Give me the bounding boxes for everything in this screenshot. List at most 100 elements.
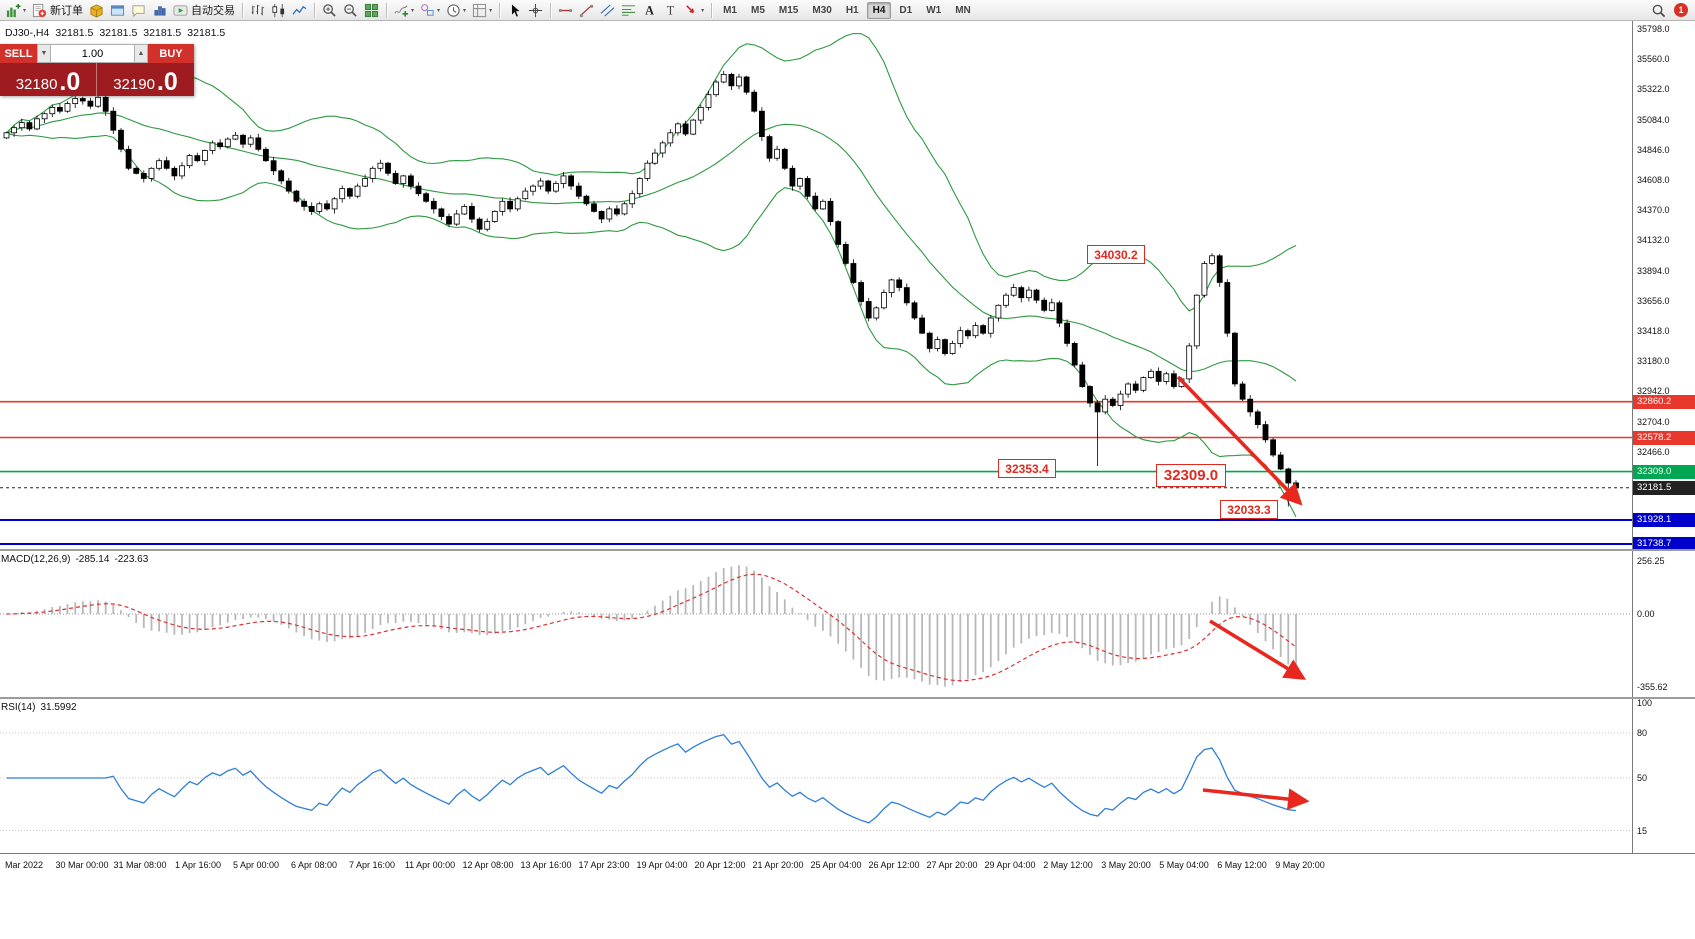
profiles-icon[interactable] — [108, 1, 127, 19]
rsi-axis-label: 100 — [1637, 698, 1653, 708]
chart-ohlc-info: DJ30-,H4 32181.5 32181.5 32181.5 32181.5 — [5, 27, 225, 39]
macd-panel-separator[interactable] — [0, 549, 1695, 551]
time-axis-label: 12 Apr 08:00 — [462, 860, 514, 870]
price-axis-label: 34132.0 — [1637, 235, 1670, 246]
timeframe-m30[interactable]: M30 — [812, 4, 832, 16]
price-level-badge: 32578.2 — [1633, 430, 1695, 445]
macd-histogram — [13, 565, 1297, 687]
templates-icon[interactable]: ▾ — [470, 1, 494, 19]
timeframe-m5[interactable]: M5 — [751, 4, 765, 16]
price-axis[interactable]: 35798.0 35560.0 35322.0 35084.0 34846.0 34608… — [1632, 21, 1695, 853]
notification-badge[interactable]: 1 — [1674, 3, 1688, 17]
zoom-in-icon[interactable] — [320, 1, 339, 19]
timeframe-h1[interactable]: H1 — [845, 4, 859, 16]
tile-windows-icon[interactable] — [362, 1, 381, 19]
chart-plus-icon[interactable]: ▾ — [4, 1, 28, 19]
toolbar-separator — [386, 2, 388, 18]
bollinger-lower-band — [6, 132, 1297, 517]
price-annotation[interactable]: 32353.4 — [998, 459, 1056, 478]
price-annotation[interactable]: 34030.2 — [1087, 245, 1145, 264]
trend-arrow-main[interactable] — [1176, 375, 1303, 506]
market-watch-icon[interactable] — [150, 1, 169, 19]
price-axis-label: 34370.0 — [1637, 205, 1670, 216]
price-axis-label: 33894.0 — [1637, 265, 1670, 276]
time-axis[interactable]: Mar 2022 30 Mar 00:00 31 Mar 08:00 1 Apr 16… — [0, 853, 1695, 878]
time-axis-label: 5 Apr 00:00 — [232, 860, 280, 870]
time-axis-label: 5 May 04:00 — [1159, 860, 1209, 870]
timeframe-d1[interactable]: D1 — [899, 4, 913, 16]
periods-icon[interactable]: ▾ — [444, 1, 468, 19]
price-axis-label: 32704.0 — [1637, 416, 1670, 427]
rsi-line — [6, 733, 1297, 824]
search-icon[interactable] — [1649, 1, 1668, 19]
macd-axis-label: -355.62 — [1637, 682, 1668, 693]
bar-chart-icon[interactable] — [248, 1, 267, 19]
price-level-badge: 32860.2 — [1633, 394, 1695, 409]
rsi-panel[interactable] — [0, 732, 1632, 831]
price-level-badge: 31738.7 — [1633, 537, 1695, 551]
sell-price[interactable]: 32180.0 — [0, 63, 97, 96]
text-icon[interactable]: A — [640, 1, 659, 19]
time-axis-label: 2 May 12:00 — [1043, 860, 1093, 870]
time-axis-label: 6 Apr 08:00 — [290, 860, 338, 870]
line-chart-icon[interactable] — [290, 1, 309, 19]
time-axis-label: 26 Apr 12:00 — [868, 860, 920, 870]
timeframe-mn[interactable]: MN — [955, 4, 971, 16]
cursor-icon[interactable] — [505, 1, 524, 19]
trend-line-icon[interactable] — [577, 1, 596, 19]
volume-increase-button[interactable]: ▲ — [134, 44, 148, 63]
time-axis-label: 19 Apr 04:00 — [636, 860, 688, 870]
autotrade-icon[interactable]: 自动交易 — [171, 1, 237, 19]
buy-button[interactable]: BUY — [148, 44, 194, 63]
bollinger-upper-band — [6, 32, 1297, 312]
time-axis-label: 7 Apr 16:00 — [348, 860, 396, 870]
candle-bodies — [3, 74, 1299, 489]
price-annotation[interactable]: 32033.3 — [1220, 500, 1278, 519]
objects-icon[interactable]: ▾ — [418, 1, 442, 19]
price-annotation[interactable]: 32309.0 — [1156, 464, 1226, 487]
candle-chart-icon[interactable] — [269, 1, 288, 19]
price-axis-label: 35084.0 — [1637, 114, 1670, 125]
zoom-out-icon[interactable] — [341, 1, 360, 19]
rsi-axis-label: 50 — [1637, 773, 1648, 783]
horizontal-line-icon[interactable] — [556, 1, 575, 19]
volume-decrease-button[interactable]: ▼ — [37, 44, 51, 63]
crosshair-icon[interactable] — [526, 1, 545, 19]
price-chart[interactable] — [0, 21, 1632, 853]
equidistant-channel-icon[interactable] — [598, 1, 617, 19]
new-order-icon[interactable]: 新订单 — [30, 1, 85, 19]
timeframe-m15[interactable]: M15 — [778, 4, 799, 16]
volume-input[interactable] — [51, 44, 134, 63]
rsi-axis-label: 80 — [1637, 728, 1648, 738]
main-price-panel[interactable] — [0, 32, 1632, 545]
time-axis-label: 11 Apr 00:00 — [404, 860, 456, 870]
price-axis-label: 35798.0 — [1637, 24, 1670, 34]
chats-icon[interactable] — [129, 1, 148, 19]
macd-axis-label: 256.25 — [1637, 556, 1665, 567]
macd-panel[interactable] — [0, 565, 1632, 687]
indicators-icon[interactable]: ▾ — [392, 1, 416, 19]
fibonacci-icon[interactable] — [619, 1, 638, 19]
trend-arrow-macd[interactable] — [1209, 619, 1307, 680]
symbol-period-label: DJ30-,H4 — [5, 27, 50, 39]
toolbar-separator — [242, 2, 244, 18]
toolbar-right-group: 1 — [1648, 1, 1692, 19]
sell-button[interactable]: SELL — [0, 44, 37, 63]
text-label-icon[interactable]: T — [661, 1, 680, 19]
price-level-badge: 32309.0 — [1633, 464, 1695, 479]
rsi-axis-label: 15 — [1637, 825, 1648, 836]
box-icon[interactable] — [87, 1, 106, 19]
toolbar-separator — [711, 2, 713, 18]
open-value: 32181.5 — [55, 27, 94, 39]
time-axis-label: 20 Apr 12:00 — [694, 860, 746, 870]
arrow-object-icon[interactable]: ▾ — [682, 1, 706, 19]
timeframe-h4[interactable]: H4 — [866, 1, 892, 19]
time-axis-label: 6 May 12:00 — [1217, 860, 1267, 870]
trend-arrow-rsi[interactable] — [1202, 788, 1310, 810]
time-axis-label: 29 Apr 04:00 — [984, 860, 1036, 870]
timeframe-w1[interactable]: W1 — [926, 4, 942, 16]
timeframe-m1[interactable]: M1 — [723, 4, 737, 16]
price-level-badge: 32181.5 — [1633, 480, 1695, 495]
bu-price[interactable]: 32190.0 — [113, 67, 178, 96]
rsi-panel-separator[interactable] — [0, 697, 1695, 699]
